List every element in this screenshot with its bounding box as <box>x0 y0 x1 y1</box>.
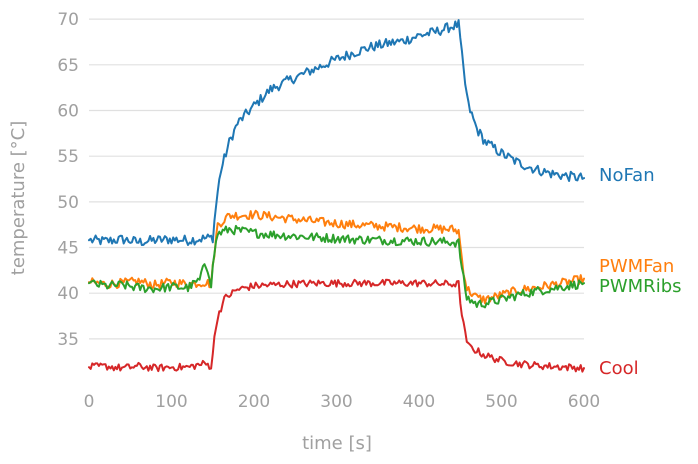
x-tick-label: 300 <box>320 392 352 412</box>
x-tick-label: 600 <box>568 392 600 412</box>
series-line-cool <box>88 278 585 373</box>
series-label-pwmribs: PWMRibs <box>599 276 682 297</box>
x-axis-label: time [s] <box>302 433 372 454</box>
y-tick-label: 70 <box>57 10 79 30</box>
y-axis-ticks: 35 40 45 50 55 60 65 70 <box>57 10 79 350</box>
y-tick-label: 60 <box>57 101 79 121</box>
x-tick-label: 0 <box>84 392 95 412</box>
x-tick-label: 500 <box>485 392 517 412</box>
series-label-pwmfan: PWMFan <box>599 256 674 277</box>
y-tick-label: 40 <box>57 284 79 304</box>
series-line-pwmribs <box>88 224 585 309</box>
series-label-nofan: NoFan <box>599 165 655 186</box>
series-label-cool: Cool <box>599 358 639 379</box>
y-tick-label: 35 <box>57 330 79 350</box>
y-tick-label: 55 <box>57 147 79 167</box>
x-tick-label: 100 <box>155 392 187 412</box>
y-tick-label: 50 <box>57 193 79 213</box>
series-lines <box>88 19 585 373</box>
series-line-pwmfan <box>88 209 585 305</box>
x-tick-label: 200 <box>238 392 270 412</box>
series-line-nofan <box>88 19 585 246</box>
x-axis-ticks: 0 100 200 300 400 500 600 <box>84 392 601 412</box>
x-tick-label: 400 <box>403 392 435 412</box>
grid <box>89 18 584 340</box>
y-tick-label: 45 <box>57 239 79 259</box>
y-axis-label: temperature [°C] <box>8 121 29 275</box>
y-tick-label: 65 <box>57 56 79 76</box>
